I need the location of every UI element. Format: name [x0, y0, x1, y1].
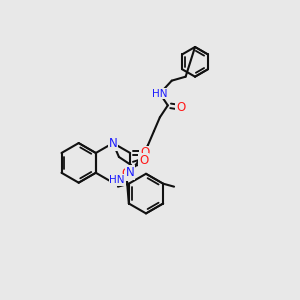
Text: O: O — [176, 101, 185, 114]
Text: O: O — [121, 167, 130, 180]
Text: O: O — [139, 154, 148, 167]
Text: N: N — [126, 166, 134, 179]
Text: O: O — [140, 146, 150, 160]
Text: HN: HN — [152, 88, 168, 98]
Text: HN: HN — [110, 175, 125, 185]
Text: N: N — [109, 136, 117, 150]
